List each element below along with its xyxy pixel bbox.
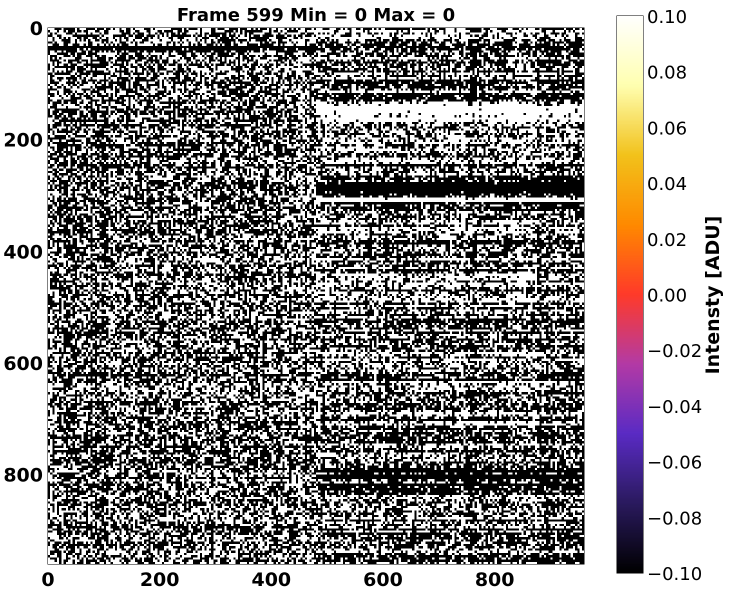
colorbar-tick-label: −0.02	[647, 341, 702, 362]
colorbar-tick-label: 0.06	[647, 118, 687, 139]
y-tick-label: 800	[3, 465, 43, 487]
colorbar-tick-label: 0.10	[647, 7, 687, 28]
y-tick-label: 600	[3, 353, 43, 375]
heatmap-image	[48, 28, 584, 564]
y-tick-label: 0	[30, 18, 43, 40]
colorbar-label: Intensty [ADU]	[702, 215, 724, 375]
y-tick-label: 400	[3, 241, 43, 263]
colorbar-tick-label: 0.08	[647, 63, 687, 84]
colorbar-tick-label: −0.10	[647, 564, 702, 585]
colorbar-tick-label: −0.08	[647, 508, 702, 529]
x-tick-label: 400	[251, 569, 291, 591]
colorbar-tick-label: −0.06	[647, 453, 702, 474]
y-tick-label: 200	[3, 130, 43, 152]
x-tick-label: 0	[41, 569, 54, 591]
x-tick-label: 800	[475, 569, 515, 591]
colorbar-tick-label: 0.04	[647, 174, 687, 195]
colorbar-tick-label: 0.02	[647, 230, 687, 251]
colorbar-tick-label: 0.00	[647, 286, 687, 307]
colorbar-tick-label: −0.04	[647, 397, 702, 418]
x-tick-label: 200	[140, 569, 180, 591]
heatmap-axes: 0 200 400 600 800 0 200 400 600 800	[3, 18, 585, 591]
chart-title: Frame 599 Min = 0 Max = 0	[176, 5, 456, 26]
colorbar-gradient	[617, 16, 643, 573]
x-tick-label: 600	[363, 569, 403, 591]
